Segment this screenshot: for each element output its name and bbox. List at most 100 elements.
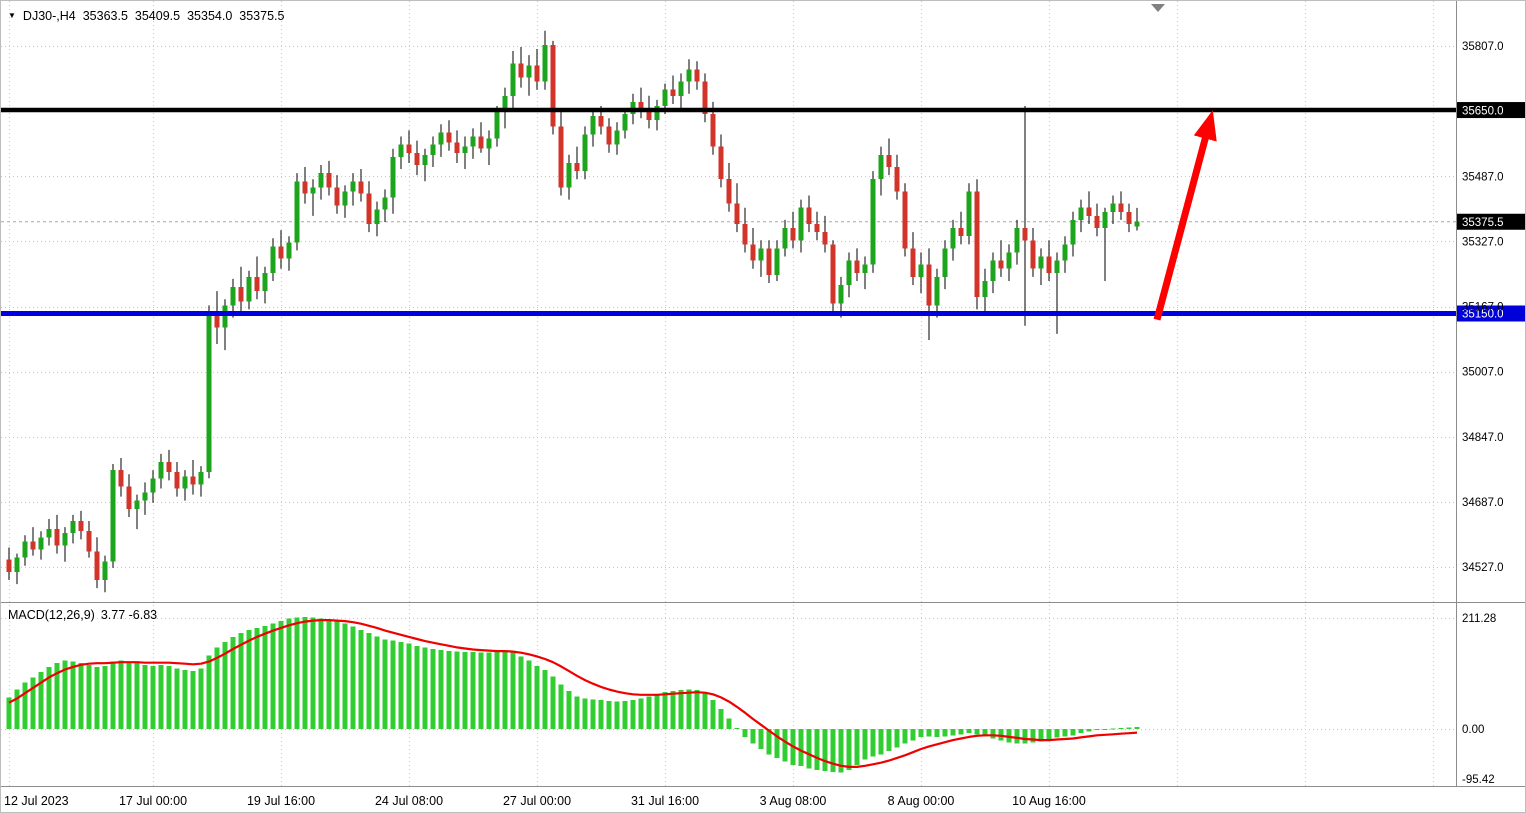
macd-histogram-bar (422, 647, 428, 729)
bear-candle (94, 551, 100, 581)
macd-histogram-bar (942, 729, 948, 737)
bear-candle (926, 264, 932, 306)
bear-candle (1046, 256, 1052, 273)
bear-candle (766, 248, 772, 275)
macd-histogram-bar (694, 690, 700, 729)
bear-candle (910, 248, 916, 277)
macd-histogram-bar (1126, 727, 1132, 729)
bear-candle (902, 191, 908, 249)
macd-histogram-bar (574, 696, 580, 729)
macd-axis-label: 211.28 (1462, 613, 1496, 625)
bull-candle (182, 476, 188, 489)
bear-candle (606, 126, 612, 145)
bear-candle (174, 472, 180, 489)
bear-candle (790, 228, 796, 241)
macd-histogram-bar (22, 682, 28, 729)
macd-histogram-bar (1062, 729, 1068, 737)
bull-candle (870, 179, 876, 265)
bear-candle (750, 244, 756, 261)
bear-candle (478, 136, 484, 149)
ohlc-close-value: 35375.5 (239, 9, 285, 23)
macd-histogram-bar (742, 729, 748, 737)
bear-candle (334, 187, 340, 206)
macd-histogram-bar (766, 729, 772, 755)
axes: 35650.0 35375.5 35150.0 35807.0 35487.0 35327… (4, 41, 1525, 808)
bull-candle (206, 311, 212, 473)
macd-histogram-bar (462, 652, 468, 729)
bull-candle (70, 521, 76, 534)
macd-histogram-bar (374, 636, 380, 729)
macd-histogram-bar (902, 729, 908, 744)
macd-histogram-bar (454, 651, 460, 729)
macd-histogram-bar (446, 651, 452, 729)
bull-candle (678, 81, 684, 96)
bear-candle (958, 228, 964, 237)
bear-candle (86, 531, 92, 552)
macd-histogram-bar (678, 690, 684, 729)
price-axis-label: 35167.0 (1462, 302, 1504, 314)
time-axis-label: 8 Aug 00:00 (888, 794, 955, 808)
macd-histogram-bar (1046, 729, 1052, 740)
macd-histogram-bar (862, 729, 868, 760)
bull-candle (510, 63, 516, 96)
macd-histogram-bar (62, 660, 68, 729)
bear-candle (1022, 228, 1028, 241)
macd-histogram-bar (318, 618, 324, 729)
macd-histogram-bar (710, 700, 716, 729)
bear-candle (814, 223, 820, 233)
time-axis-label: 27 Jul 00:00 (503, 794, 571, 808)
bull-candle (502, 95, 508, 113)
macd-histogram-bar (30, 677, 36, 729)
macd-histogram-bar (414, 645, 420, 729)
macd-histogram-bar (46, 666, 52, 729)
macd-axis-label: -95.42 (1462, 774, 1495, 786)
symbol-dropdown-icon[interactable]: ▼ (8, 11, 16, 20)
macd-histogram-bar (254, 627, 260, 729)
bear-candle (254, 276, 260, 292)
bull-candle (1110, 203, 1116, 212)
price-axis-label: 34687.0 (1462, 497, 1504, 509)
macd-histogram-bar (934, 729, 940, 737)
macd-histogram-bar (502, 651, 508, 729)
bull-candle (614, 130, 620, 145)
bear-candle (366, 193, 372, 224)
bull-candle (1102, 211, 1108, 229)
macd-histogram-bar (558, 684, 564, 729)
bull-candle (62, 533, 68, 546)
bull-candle (622, 114, 628, 131)
macd-histogram-bar (262, 625, 268, 729)
bear-candle (534, 65, 540, 82)
bull-candle (1078, 207, 1084, 220)
bull-candle (246, 276, 252, 302)
bull-candle (950, 228, 956, 249)
macd-histogram-bar (110, 661, 116, 729)
bear-candle (670, 89, 676, 96)
macd-histogram-bar (966, 729, 972, 734)
bull-candle (846, 260, 852, 286)
bear-candle (454, 142, 460, 153)
bull-candle (990, 260, 996, 281)
time-axis-label: 24 Jul 08:00 (375, 794, 443, 808)
bull-candle (542, 44, 548, 82)
macd-histogram-bar (94, 666, 100, 729)
macd-histogram-bar (974, 729, 980, 735)
macd-histogram-bar (478, 652, 484, 729)
candlestick-series (6, 30, 1140, 593)
annotations-layer (1151, 4, 1217, 321)
macd-histogram-bar (158, 664, 164, 729)
bear-candle (214, 311, 220, 328)
macd-histogram-bar (286, 618, 292, 729)
macd-histogram-bar (310, 617, 316, 729)
bull-candle (222, 305, 228, 328)
bull-candle (22, 541, 28, 558)
bear-candle (278, 246, 284, 259)
macd-histogram-bar (358, 630, 364, 729)
macd-histogram-bar (278, 621, 284, 729)
macd-histogram-bar (486, 652, 492, 729)
chart-shift-marker-icon[interactable] (1151, 4, 1165, 12)
price-axis-label: 34847.0 (1462, 432, 1504, 444)
macd-histogram-bar (1134, 727, 1140, 729)
symbol-info-bar: ▼ DJ30-,H4 35363.5 35409.5 35354.0 35375.5 (8, 9, 291, 23)
price-badge (1457, 305, 1525, 322)
